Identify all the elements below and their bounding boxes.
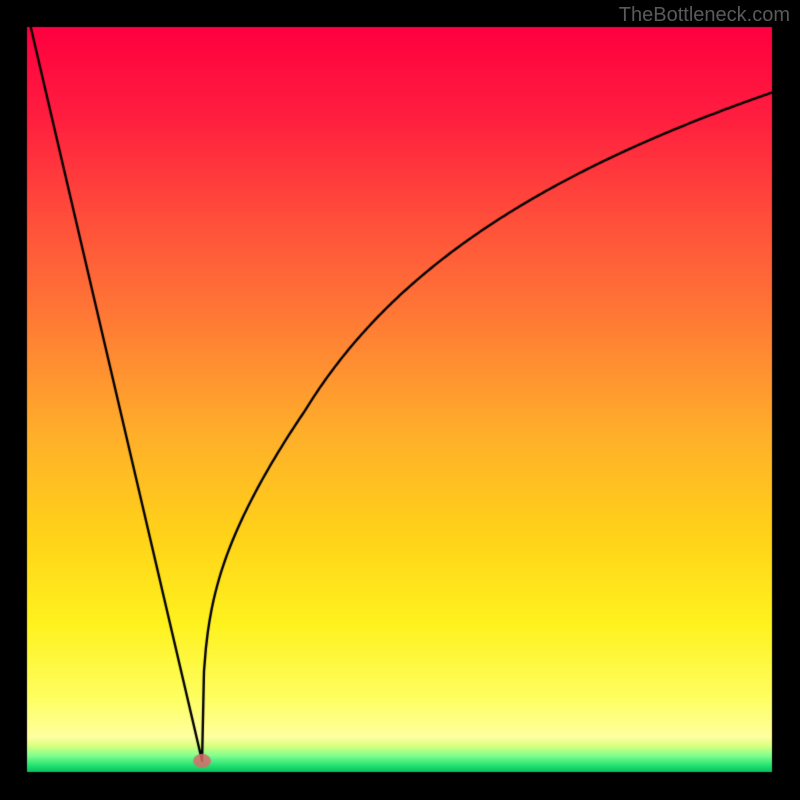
bottleneck-chart-canvas <box>0 0 800 800</box>
attribution-text: TheBottleneck.com <box>619 4 790 27</box>
chart-container: TheBottleneck.com <box>0 0 800 800</box>
